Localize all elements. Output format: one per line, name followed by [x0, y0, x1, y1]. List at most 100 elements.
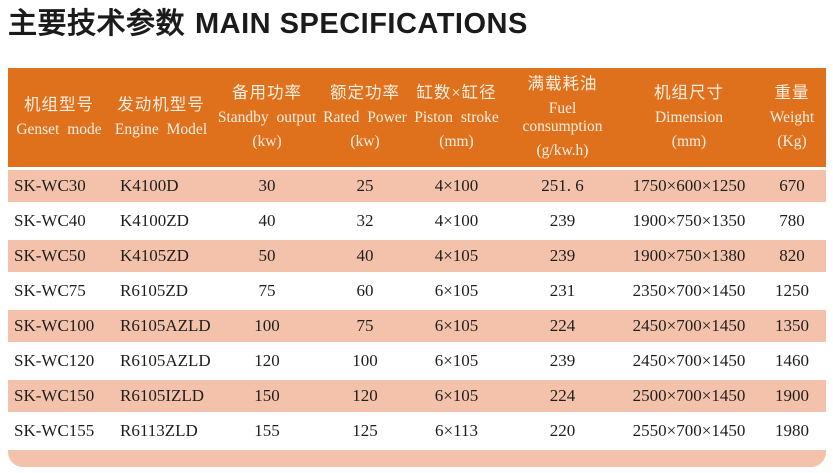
cell: 239 [549, 246, 576, 265]
cell: 75 [258, 281, 276, 300]
cell: 50 [258, 246, 276, 265]
column-header-en-label: Fuel consumption [522, 100, 603, 136]
column-header-en-label: Piston stroke [414, 109, 499, 127]
cell: 1900 [775, 386, 809, 405]
cell: 1900×750×1380 [632, 246, 746, 265]
cell: 4×100 [434, 176, 479, 195]
cell: K4100D [120, 176, 179, 195]
table-row: SK-WC155 R6113ZLD 155 125 6×113 220 2550×700×1… [8, 415, 826, 447]
cell: 224 [549, 316, 576, 335]
cell: R6105ZD [120, 281, 188, 300]
column-header-unit-label: (mm) [439, 132, 474, 150]
column-header-zh-label: 缸数×缸径 [416, 83, 497, 103]
cell: 4×100 [434, 211, 479, 230]
cell: R6105AZLD [120, 316, 211, 335]
column-header-5: 缸数×缸径 Piston stroke (mm) [408, 68, 505, 167]
column-header-unit-label: (Kg) [777, 132, 807, 150]
column-header-1: 机组型号 Genset mode [8, 68, 110, 167]
cell: 2450×700×1450 [632, 351, 746, 370]
column-header-unit-label: (g/kw.h) [536, 141, 589, 159]
table-footer-bar [8, 450, 826, 467]
table-row: SK-WC30 K4100D 30 25 4×100 251. 6 1750×600×125… [8, 170, 826, 202]
column-header-en-label: Dimension [654, 109, 724, 127]
column-header-en-label: Rated Power [323, 109, 407, 127]
cell: 220 [549, 421, 576, 440]
cell: 1900×750×1350 [632, 211, 746, 230]
cell: 30 [258, 176, 276, 195]
column-header-zh-label: 备用功率 [232, 83, 302, 103]
cell: 224 [549, 386, 576, 405]
cell: 670 [779, 176, 805, 195]
cell: 75 [356, 316, 374, 335]
column-header-zh-label: 重量 [774, 83, 810, 103]
cell: SK-WC150 [14, 386, 95, 405]
column-header-zh-label: 额定功率 [330, 83, 400, 103]
cell: 1980 [775, 421, 809, 440]
page-title-zh: 主要技术参数 [8, 8, 186, 40]
cell: 251. 6 [541, 176, 584, 195]
table-row: SK-WC150 R6105IZLD 150 120 6×105 224 2500×700×… [8, 380, 826, 412]
column-header-zh-label: 机组尺寸 [654, 83, 724, 103]
page-title-en: MAIN SPECIFICATIONS [195, 8, 528, 40]
column-header-4: 额定功率 Rated Power (kw) [322, 68, 408, 167]
cell: 2350×700×1450 [632, 281, 746, 300]
cell: SK-WC75 [14, 281, 86, 300]
table-header-row: 机组型号 Genset mode 发动机型号 Engine Model 备用功率 Stan… [8, 68, 826, 167]
cell: 239 [549, 211, 576, 230]
cell: 2500×700×1450 [632, 386, 746, 405]
cell: 4×105 [434, 246, 479, 265]
cell: SK-WC155 [14, 421, 95, 440]
column-header-en-label: Genset mode [16, 121, 102, 139]
cell: 6×105 [434, 351, 479, 370]
cell: 155 [254, 421, 280, 440]
cell: SK-WC40 [14, 211, 86, 230]
column-header-7: 机组尺寸 Dimension (mm) [620, 68, 758, 167]
table-row: SK-WC120 R6105AZLD 120 100 6×105 239 2450×700×… [8, 345, 826, 377]
table-row: SK-WC100 R6105AZLD 100 75 6×105 224 2450×700×1… [8, 310, 826, 342]
cell: 100 [352, 351, 378, 370]
cell: 32 [356, 211, 374, 230]
cell: 25 [356, 176, 374, 195]
column-header-3: 备用功率 Standby output (kw) [212, 68, 322, 167]
specifications-table: 机组型号 Genset mode 发动机型号 Engine Model 备用功率 Stan… [8, 68, 826, 467]
cell: 60 [356, 281, 374, 300]
cell: 6×105 [434, 281, 479, 300]
column-header-zh-label: 发动机型号 [117, 95, 205, 115]
cell: 6×105 [434, 386, 479, 405]
column-header-6: 满载耗油 Fuel consumption (g/kw.h) [505, 68, 620, 167]
cell: 150 [254, 386, 280, 405]
column-header-zh-label: 满载耗油 [527, 74, 598, 94]
column-header-8: 重量 Weight (Kg) [758, 68, 826, 167]
cell: R6105AZLD [120, 351, 211, 370]
cell: 6×105 [434, 316, 479, 335]
cell: 6×113 [435, 421, 478, 440]
cell: K4105ZD [120, 246, 189, 265]
table-row: SK-WC75 R6105ZD 75 60 6×105 231 2350×700×1450 1… [8, 275, 826, 307]
table-body: SK-WC30 K4100D 30 25 4×100 251. 6 1750×600×125… [8, 170, 826, 447]
cell: 40 [258, 211, 276, 230]
cell: 40 [356, 246, 374, 265]
cell: R6105IZLD [120, 386, 205, 405]
cell: 125 [352, 421, 378, 440]
cell: 100 [254, 316, 280, 335]
cell: R6113ZLD [120, 421, 198, 440]
cell: 2550×700×1450 [632, 421, 746, 440]
cell: SK-WC30 [14, 176, 86, 195]
cell: 231 [549, 281, 576, 300]
table-row: SK-WC50 K4105ZD 50 40 4×105 239 1900×750×1380 8… [8, 240, 826, 272]
cell: SK-WC50 [14, 246, 86, 265]
table-row: SK-WC40 K4100ZD 40 32 4×100 239 1900×750×1350 7… [8, 205, 826, 237]
cell: 1250 [775, 281, 809, 300]
cell: K4100ZD [120, 211, 189, 230]
column-header-unit-label: (mm) [671, 132, 707, 150]
page-title: 主要技术参数 MAIN SPECIFICATIONS [8, 5, 528, 43]
cell: 120 [254, 351, 280, 370]
cell: 820 [779, 246, 805, 265]
cell: SK-WC100 [14, 316, 95, 335]
column-header-en-label: Standby output [217, 109, 317, 127]
cell: 780 [779, 211, 805, 230]
cell: 2450×700×1450 [632, 316, 746, 335]
column-header-zh-label: 机组型号 [24, 95, 94, 115]
cell: 1350 [775, 316, 809, 335]
cell: SK-WC120 [14, 351, 95, 370]
